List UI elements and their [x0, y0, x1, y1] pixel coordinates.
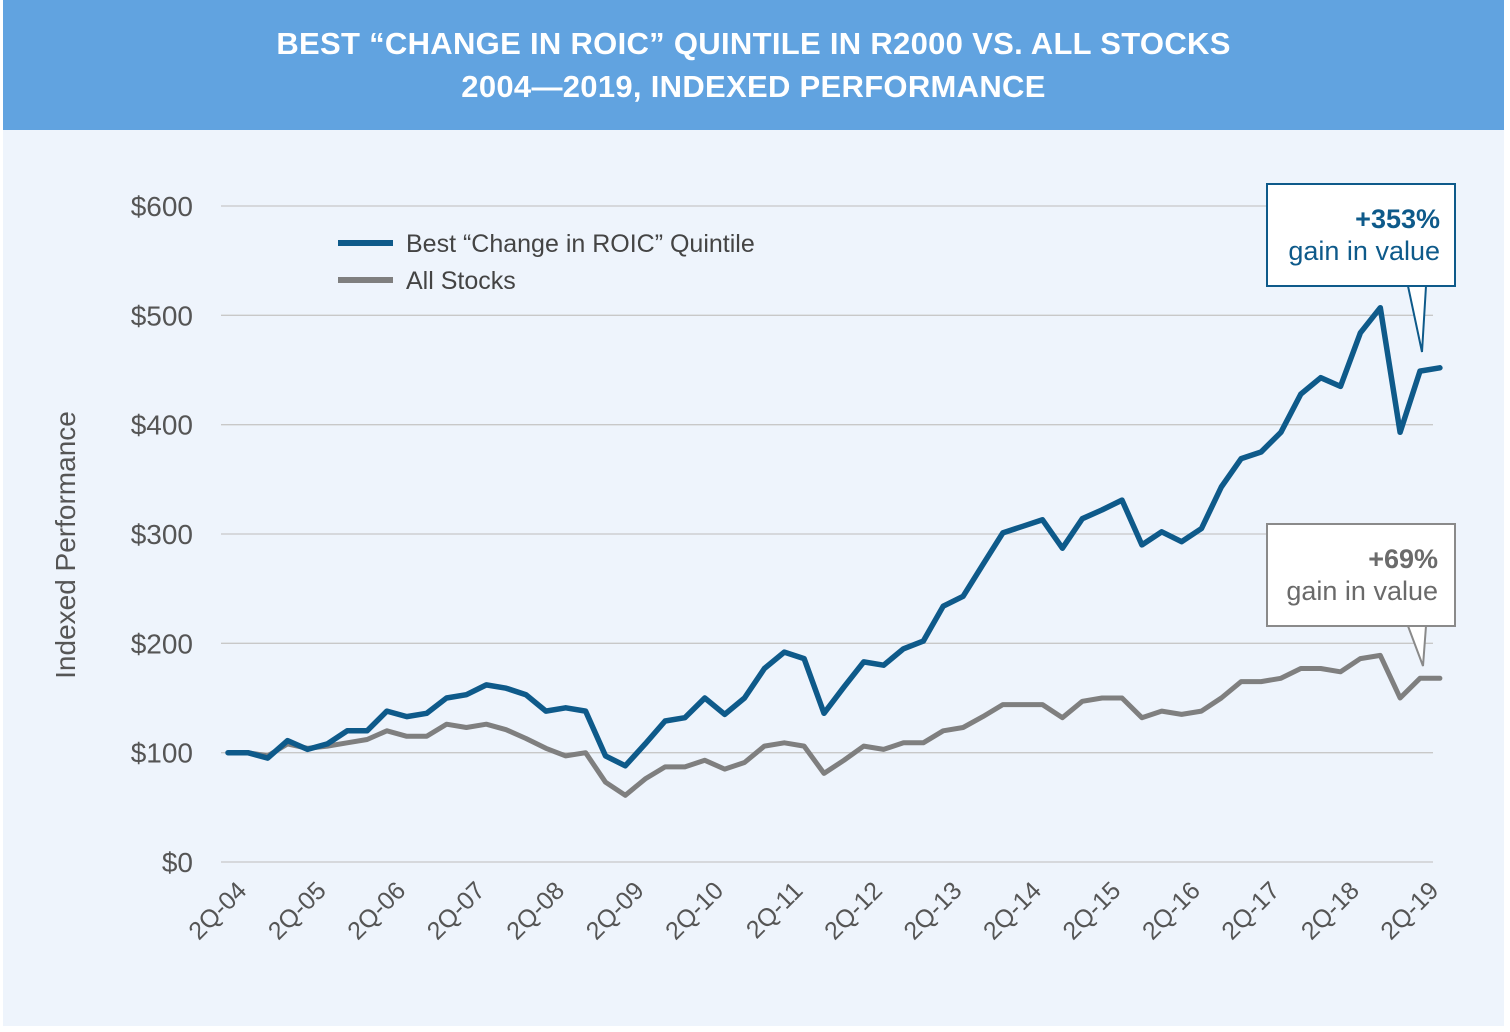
all-stocks-gain-text: gain in value — [1286, 576, 1438, 606]
x-tick-label: 2Q-11 — [741, 876, 809, 944]
x-tick-label: 2Q-15 — [1057, 876, 1126, 945]
x-tick-label: 2Q-08 — [501, 876, 570, 945]
chart-panel: BEST “CHANGE IN ROIC” QUINTILE IN R2000 … — [3, 0, 1504, 1026]
x-tick-label: 2Q-13 — [899, 876, 968, 945]
all-stocks-line — [225, 652, 1443, 798]
x-tick-label: 2Q-14 — [978, 876, 1047, 945]
x-tick-label: 2Q-06 — [342, 876, 411, 945]
best-quintile-gain-pct: +353% — [1355, 204, 1440, 234]
best-quintile-line — [225, 304, 1443, 769]
best-callout-pointer — [1407, 285, 1427, 353]
line-chart: $0$100$200$300$400$500$600 2Q-04 2Q-05 2Q-… — [50, 191, 1444, 945]
best-quintile-gain-callout: +353% gain in value — [1266, 183, 1456, 287]
x-tick-label: 2Q-04 — [183, 876, 252, 945]
all-stocks-gain-callout: +69% gain in value — [1266, 523, 1456, 627]
y-tick-label: $300 — [131, 519, 193, 550]
chart-title-banner: BEST “CHANGE IN ROIC” QUINTILE IN R2000 … — [3, 0, 1504, 130]
x-tick-label: 2Q-18 — [1296, 876, 1365, 945]
y-tick-label: $400 — [131, 410, 193, 441]
x-tick-label: 2Q-17 — [1216, 876, 1285, 945]
best-quintile-gain-text: gain in value — [1288, 236, 1440, 266]
y-tick-label: $500 — [131, 300, 193, 331]
x-tick-label: 2Q-07 — [422, 876, 491, 945]
legend-best-quintile-label: Best “Change in ROIC” Quintile — [406, 230, 755, 258]
x-tick-label: 2Q-12 — [819, 876, 888, 945]
chart-title-line2: 2004—2019, INDEXED PERFORMANCE — [461, 69, 1046, 104]
x-tick-label: 2Q-16 — [1137, 876, 1206, 945]
y-tick-label: $0 — [162, 847, 193, 878]
y-tick-label: $600 — [131, 191, 193, 222]
x-tick-label: 2Q-05 — [263, 876, 332, 945]
y-axis-label: Indexed Performance — [50, 411, 81, 679]
x-tick-label: 2Q-19 — [1375, 876, 1444, 945]
y-tick-label: $200 — [131, 628, 193, 659]
all-stocks-gain-pct: +69% — [1368, 544, 1438, 574]
x-tick-label: 2Q-10 — [660, 876, 729, 945]
chart-title-line1: BEST “CHANGE IN ROIC” QUINTILE IN R2000 … — [276, 26, 1231, 61]
y-tick-label: $100 — [131, 738, 193, 769]
all-callout-pointer — [1407, 625, 1427, 667]
x-tick-label: 2Q-09 — [581, 876, 650, 945]
legend-all-stocks-label: All Stocks — [406, 267, 516, 295]
